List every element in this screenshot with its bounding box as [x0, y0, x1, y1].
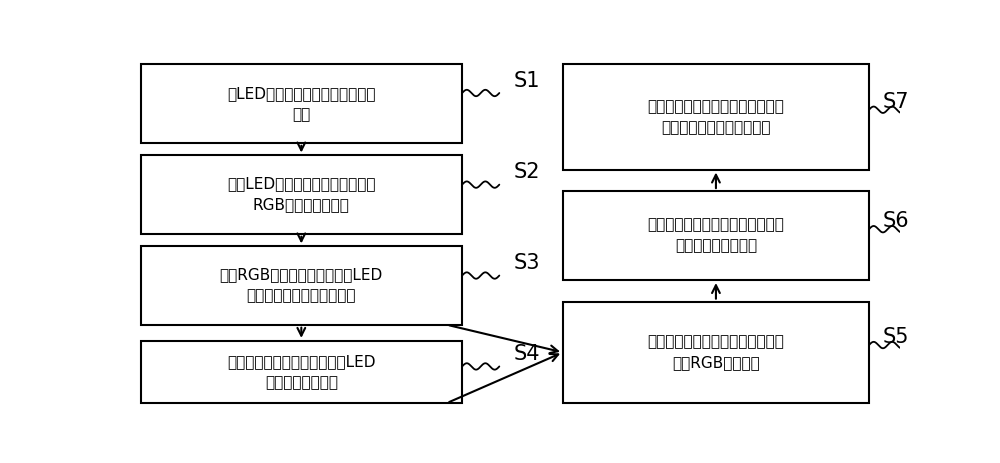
FancyBboxPatch shape — [563, 301, 869, 403]
Text: S1: S1 — [514, 70, 541, 90]
Text: 主控模块通过写地址命令设置LED
灯各个灯点的地址: 主控模块通过写地址命令设置LED 灯各个灯点的地址 — [227, 354, 376, 390]
Text: 主控模块抓取数据后，根据灯具类
型将RGB进行转换: 主控模块抓取数据后，根据灯具类 型将RGB进行转换 — [648, 334, 784, 370]
Text: 结合信号控制控制器的控制信息，
对数据进行重组排序: 结合信号控制控制器的控制信息， 对数据进行重组排序 — [648, 218, 784, 254]
Text: S7: S7 — [883, 92, 909, 112]
Text: S4: S4 — [514, 344, 541, 364]
FancyBboxPatch shape — [140, 64, 462, 143]
Text: S2: S2 — [514, 162, 541, 182]
FancyBboxPatch shape — [563, 64, 869, 169]
FancyBboxPatch shape — [140, 246, 462, 325]
Text: 根据LED灯布局需求，配置灯珠的
RGB通道顺序和数量: 根据LED灯布局需求，配置灯珠的 RGB通道顺序和数量 — [227, 176, 376, 213]
Text: S3: S3 — [514, 253, 541, 273]
Text: 对LED灯主控模块上电工作，并初
始化: 对LED灯主控模块上电工作，并初 始化 — [227, 86, 376, 122]
FancyBboxPatch shape — [140, 341, 462, 403]
Text: S6: S6 — [883, 211, 910, 232]
FancyBboxPatch shape — [563, 191, 869, 280]
Text: 通过RGB通道顺序和数量模拟LED
灯的布局，并设置灯具类型: 通过RGB通道顺序和数量模拟LED 灯的布局，并设置灯具类型 — [220, 268, 383, 304]
FancyBboxPatch shape — [140, 156, 462, 234]
Text: S5: S5 — [883, 327, 909, 347]
Text: 主控模块将单个控制器数据进行组
包，并发送到对应的控制器: 主控模块将单个控制器数据进行组 包，并发送到对应的控制器 — [648, 99, 784, 135]
